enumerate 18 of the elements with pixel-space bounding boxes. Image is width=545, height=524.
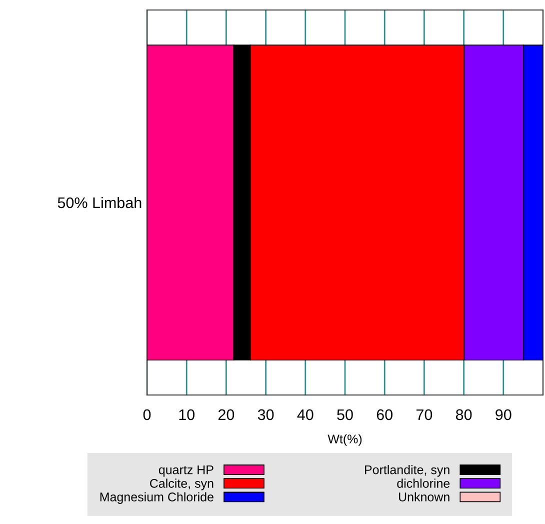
legend-label: Portlandite, syn (365, 465, 450, 477)
x-tick-label: 0 (143, 409, 151, 420)
x-tick-label: 20 (218, 409, 234, 420)
legend-label: quartz HP (158, 466, 214, 477)
x-tick-label: 80 (456, 409, 472, 420)
legend-label: Magnesium Chloride (100, 492, 214, 504)
x-tick-label: 30 (258, 409, 274, 420)
legend-label: dichlorine (397, 478, 450, 488)
y-tick-label: 50% Limbah (58, 196, 142, 208)
legend-label: Unknown (398, 492, 450, 502)
x-tick-label: 70 (416, 409, 432, 420)
x-tick-label: 50 (337, 409, 353, 420)
x-axis-title: Wt(%) (328, 434, 362, 446)
x-tick-label: 60 (376, 409, 392, 420)
x-tick-label: 40 (297, 409, 314, 420)
x-tick-label: 10 (179, 409, 194, 420)
legend-label: Calcite, syn (150, 478, 214, 490)
x-tick-label: 90 (496, 409, 512, 420)
